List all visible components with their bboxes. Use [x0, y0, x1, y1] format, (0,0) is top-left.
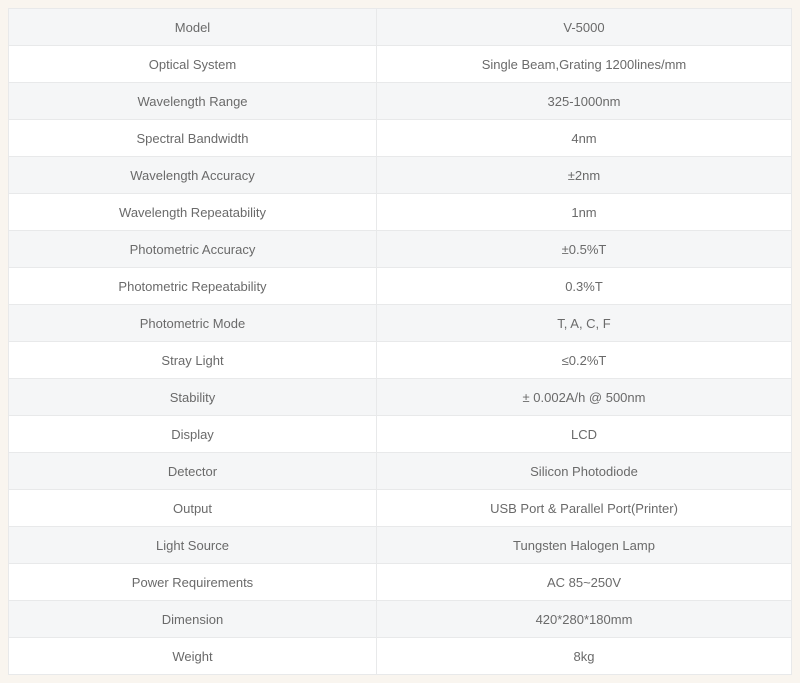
table-row: Photometric Repeatability 0.3%T — [9, 268, 792, 305]
spec-value: T, A, C, F — [377, 305, 792, 342]
spec-value: Single Beam,Grating 1200lines/mm — [377, 46, 792, 83]
table-row: Model V-5000 — [9, 9, 792, 46]
spec-value: V-5000 — [377, 9, 792, 46]
spec-value: ± 0.002A/h @ 500nm — [377, 379, 792, 416]
table-row: Spectral Bandwidth 4nm — [9, 120, 792, 157]
table-row: Weight 8kg — [9, 638, 792, 675]
spec-value: 420*280*180mm — [377, 601, 792, 638]
spec-label: Output — [9, 490, 377, 527]
spec-value: 8kg — [377, 638, 792, 675]
spec-value: Tungsten Halogen Lamp — [377, 527, 792, 564]
spec-label: Wavelength Repeatability — [9, 194, 377, 231]
spec-label: Light Source — [9, 527, 377, 564]
spec-label: Model — [9, 9, 377, 46]
table-row: Output USB Port & Parallel Port(Printer) — [9, 490, 792, 527]
table-row: Stability ± 0.002A/h @ 500nm — [9, 379, 792, 416]
table-row: Wavelength Repeatability 1nm — [9, 194, 792, 231]
table-row: Optical System Single Beam,Grating 1200l… — [9, 46, 792, 83]
spec-label: Weight — [9, 638, 377, 675]
spec-label: Spectral Bandwidth — [9, 120, 377, 157]
spec-label: Wavelength Range — [9, 83, 377, 120]
spec-label: Photometric Mode — [9, 305, 377, 342]
spec-label: Wavelength Accuracy — [9, 157, 377, 194]
spec-table: Model V-5000 Optical System Single Beam,… — [8, 8, 792, 675]
spec-label: Power Requirements — [9, 564, 377, 601]
spec-value: USB Port & Parallel Port(Printer) — [377, 490, 792, 527]
spec-value: 1nm — [377, 194, 792, 231]
spec-value: ±0.5%T — [377, 231, 792, 268]
table-row: Wavelength Range 325-1000nm — [9, 83, 792, 120]
spec-label: Photometric Repeatability — [9, 268, 377, 305]
table-row: Stray Light ≤0.2%T — [9, 342, 792, 379]
spec-value: ±2nm — [377, 157, 792, 194]
table-row: Photometric Mode T, A, C, F — [9, 305, 792, 342]
table-row: Wavelength Accuracy ±2nm — [9, 157, 792, 194]
spec-value: 325-1000nm — [377, 83, 792, 120]
spec-label: Stray Light — [9, 342, 377, 379]
table-row: Dimension 420*280*180mm — [9, 601, 792, 638]
spec-value: 4nm — [377, 120, 792, 157]
table-row: Light Source Tungsten Halogen Lamp — [9, 527, 792, 564]
table-row: Detector Silicon Photodiode — [9, 453, 792, 490]
table-row: Display LCD — [9, 416, 792, 453]
spec-value: 0.3%T — [377, 268, 792, 305]
spec-table-body: Model V-5000 Optical System Single Beam,… — [9, 9, 792, 675]
table-row: Photometric Accuracy ±0.5%T — [9, 231, 792, 268]
spec-label: Dimension — [9, 601, 377, 638]
spec-label: Photometric Accuracy — [9, 231, 377, 268]
spec-value: LCD — [377, 416, 792, 453]
table-row: Power Requirements AC 85~250V — [9, 564, 792, 601]
spec-value: AC 85~250V — [377, 564, 792, 601]
spec-label: Stability — [9, 379, 377, 416]
spec-label: Optical System — [9, 46, 377, 83]
spec-label: Display — [9, 416, 377, 453]
spec-label: Detector — [9, 453, 377, 490]
spec-value: ≤0.2%T — [377, 342, 792, 379]
spec-value: Silicon Photodiode — [377, 453, 792, 490]
